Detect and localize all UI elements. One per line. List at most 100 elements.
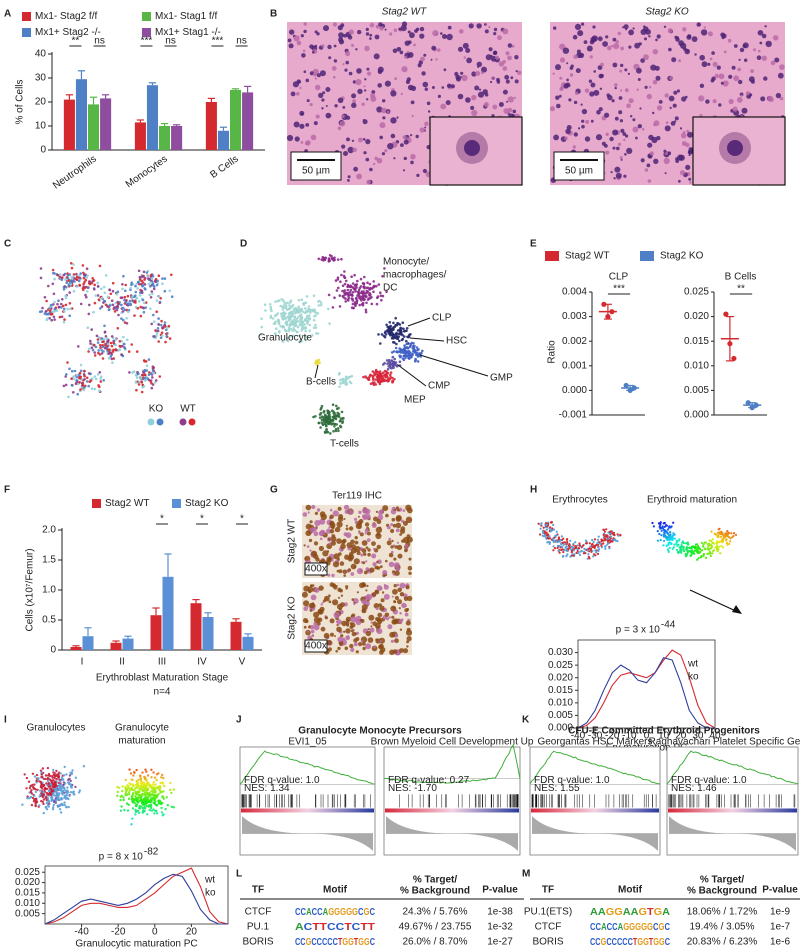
x-tick-label: -20 (605, 731, 620, 742)
cell-point (299, 313, 303, 316)
nucleus (573, 100, 578, 105)
cell-point (49, 303, 53, 307)
cell-point (156, 279, 159, 283)
cell-point (120, 317, 123, 320)
cell-point (98, 389, 101, 393)
nucleus (763, 76, 768, 81)
x-tick-label: -40 (571, 731, 586, 742)
cell-point (135, 793, 138, 796)
cell-point (159, 297, 162, 300)
nucleus (626, 103, 631, 109)
cell-point (376, 370, 380, 374)
cell-point (314, 314, 318, 317)
cell-point (90, 387, 94, 390)
nucleus (515, 70, 518, 73)
nucleus (558, 94, 562, 98)
legend-label: ko (688, 672, 699, 683)
cell-point (141, 281, 145, 284)
cell-point (145, 801, 148, 804)
nucleus (364, 528, 369, 533)
cell-point (304, 317, 308, 321)
nucleus (723, 50, 727, 54)
cell-point (66, 786, 69, 789)
cell-point (678, 538, 681, 541)
legend-swatch (142, 12, 151, 21)
cell-point (118, 340, 122, 343)
cell-point (120, 303, 123, 307)
nucleus (646, 163, 651, 168)
cell-point (337, 429, 340, 433)
nucleus (745, 91, 751, 96)
rank-bar (385, 808, 519, 813)
nucleus (361, 599, 367, 605)
cell-point (363, 294, 367, 298)
cell-point (141, 801, 144, 804)
density-line (44, 867, 229, 925)
nucleus (565, 82, 571, 88)
cell-point (126, 310, 130, 314)
cell-point (147, 783, 151, 786)
nucleus (707, 62, 711, 66)
cell-point (300, 324, 304, 327)
cell-point (283, 301, 286, 304)
cell-point (404, 354, 408, 358)
nucleus (576, 52, 583, 59)
nucleus (394, 77, 398, 81)
cell-point (612, 537, 615, 540)
cell-point (98, 371, 102, 374)
nucleus (366, 531, 371, 536)
cell-point (125, 794, 128, 797)
nucleus (405, 585, 410, 590)
nucleus (700, 29, 708, 36)
cell-point (666, 538, 669, 542)
nucleus (415, 134, 419, 139)
cell-point (39, 789, 42, 792)
cell-point (84, 278, 87, 282)
nucleus (416, 173, 420, 177)
panel-title: Granulocyte Monocyte Precursors (298, 726, 462, 737)
cell-point (76, 285, 79, 288)
cell-point (146, 793, 149, 796)
cell-point (314, 323, 317, 327)
cell-point (130, 797, 134, 801)
cell-point (52, 773, 55, 777)
legend-dot (156, 418, 164, 426)
cell-point (721, 532, 724, 535)
cell-point (78, 284, 82, 287)
cell-point (343, 289, 347, 292)
nucleus (456, 76, 461, 82)
cell-point (381, 294, 385, 298)
cell-point (107, 308, 111, 312)
cell-point (589, 545, 592, 548)
cell-point (151, 797, 154, 800)
cell-point (125, 789, 128, 792)
nes-label: NES: 1.55 (534, 783, 580, 794)
cell-point (551, 537, 555, 540)
cell-point (134, 804, 138, 807)
cell-point (52, 292, 56, 296)
cell-point (596, 552, 600, 556)
nucleus (337, 646, 341, 651)
legend-swatch (22, 28, 31, 37)
cell-point (64, 303, 68, 307)
nucleus (358, 642, 363, 647)
cell-point (63, 765, 66, 769)
cell-point (48, 802, 51, 805)
cell-point (152, 287, 156, 291)
cell-point (353, 273, 356, 277)
cell-point (153, 335, 156, 338)
cell-point (70, 369, 74, 373)
cell-point (566, 538, 569, 541)
cell-point (353, 301, 357, 304)
nucleus (372, 562, 377, 567)
cell-point (551, 527, 554, 530)
cell-point (259, 333, 263, 336)
cell-point (64, 286, 68, 289)
nucleus (560, 86, 564, 90)
leader-line (397, 364, 427, 387)
cell-point (727, 531, 731, 535)
nucleus (391, 550, 394, 554)
cell-point (139, 282, 143, 286)
bar (230, 621, 242, 650)
cell-point (118, 348, 122, 352)
